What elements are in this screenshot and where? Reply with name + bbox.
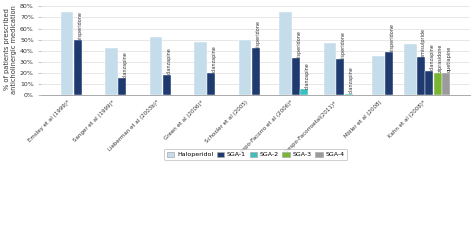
Text: olanzapine: olanzapine: [349, 67, 354, 93]
Bar: [118, 78, 126, 95]
Text: risperidone: risperidone: [256, 20, 261, 48]
Text: risperidone: risperidone: [389, 23, 394, 51]
Bar: [345, 94, 353, 95]
Bar: [207, 73, 215, 95]
Bar: [74, 39, 82, 95]
Text: olanzapine: olanzapine: [167, 48, 172, 74]
Text: olanzapine: olanzapine: [211, 45, 216, 72]
Text: olanzapine: olanzapine: [429, 43, 435, 70]
Bar: [61, 12, 73, 95]
Text: risperidone: risperidone: [296, 30, 301, 58]
Text: quetiapine: quetiapine: [447, 46, 451, 72]
Bar: [163, 75, 171, 95]
Text: ziprasidone: ziprasidone: [438, 44, 443, 72]
Bar: [324, 43, 336, 95]
Bar: [252, 48, 260, 95]
Text: amisulpride: amisulpride: [421, 28, 426, 57]
Bar: [372, 56, 385, 95]
Bar: [426, 71, 433, 95]
Bar: [385, 52, 393, 95]
Y-axis label: % of patients prescribed
anticholinergic medication: % of patients prescribed anticholinergic…: [4, 5, 17, 94]
Bar: [442, 73, 450, 95]
Text: risperidone: risperidone: [340, 31, 346, 59]
Text: risperidone: risperidone: [78, 11, 83, 39]
Bar: [239, 39, 251, 95]
Text: olanzapine: olanzapine: [304, 62, 310, 89]
Bar: [105, 48, 118, 95]
Bar: [279, 12, 292, 95]
Bar: [194, 42, 207, 95]
Bar: [404, 44, 417, 95]
Bar: [337, 59, 345, 95]
Bar: [301, 89, 309, 95]
Legend: Haloperidol, SGA-1, SGA-2, SGA-3, SGA-4: Haloperidol, SGA-1, SGA-2, SGA-3, SGA-4: [164, 149, 347, 160]
Bar: [150, 37, 163, 95]
Bar: [434, 73, 442, 95]
Bar: [292, 58, 300, 95]
Bar: [417, 57, 425, 95]
Text: olanzapine: olanzapine: [122, 51, 128, 78]
